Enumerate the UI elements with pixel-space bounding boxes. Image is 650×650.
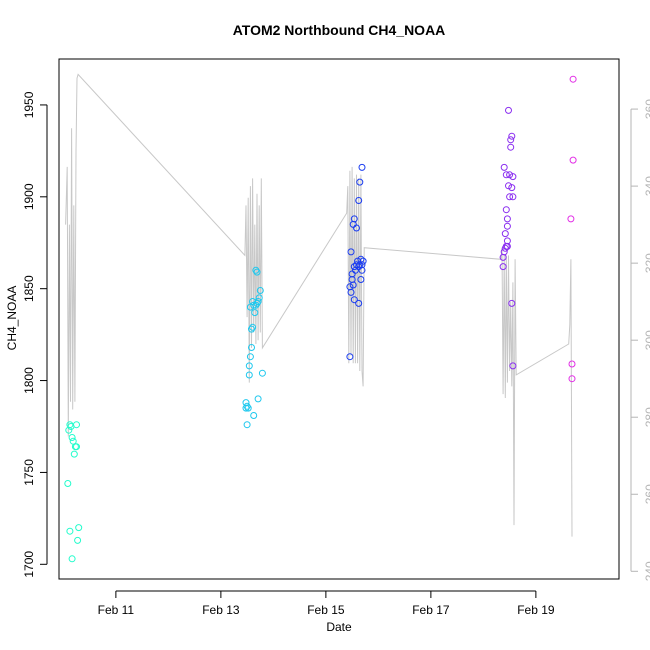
x-tick-label: Feb 13 [202,603,240,617]
data-point [245,362,253,370]
x-tick-label: Feb 19 [517,603,555,617]
data-point [358,163,366,171]
data-point [502,206,510,214]
plot-frame [58,58,620,580]
data-point [66,527,74,535]
data-point [346,353,354,361]
data-point [508,132,516,140]
data-point [255,294,263,302]
data-point [64,480,72,487]
data-point [568,375,576,383]
data-point [68,555,76,563]
secondary-series-line [65,73,573,537]
data-point [243,402,251,410]
y-tick-label: 1800 [22,367,36,394]
data-point [349,220,357,228]
y2-tick-label: 240 [643,561,650,581]
data-point [71,443,79,451]
y-tick-label: 1700 [22,551,36,578]
data-point [507,136,515,144]
data-point [508,184,516,192]
data-point [353,224,360,232]
data-point [249,323,257,331]
data-point [350,215,358,223]
y2-tick-label: 300 [643,330,650,350]
secondary-series-layer [65,73,573,537]
data-point [503,222,511,230]
data-point [250,412,258,419]
data-point [68,434,76,441]
x-tick-label: Feb 17 [412,603,450,617]
y-tick-label: 1900 [22,183,36,210]
data-point [502,171,510,179]
data-point [509,362,517,370]
y-tick-label: 1850 [22,275,36,302]
data-point [507,143,515,151]
data-point [569,75,577,83]
data-point [250,301,258,309]
data-point [251,309,259,317]
data-point [74,536,82,544]
data-point [506,193,514,201]
data-point [509,173,517,181]
data-point [258,369,266,377]
y-tick-label: 1950 [22,91,36,118]
data-point [356,178,364,186]
data-point [256,287,264,294]
y-tick-label: 1750 [22,459,36,486]
data-point [568,360,576,368]
data-point [254,298,262,305]
data-point [347,288,355,296]
data-point [506,171,514,179]
data-point [248,325,255,333]
chart-title: ATOM2 Northbound CH4_NOAA [233,22,446,38]
y2-tick-label: 260 [643,484,650,504]
data-point [357,276,365,283]
data-point [248,344,255,351]
data-point [349,281,357,289]
data-point [73,421,80,429]
data-point [501,230,509,238]
data-point [245,371,253,379]
data-point [359,257,367,265]
data-point [567,215,575,223]
data-point [508,299,516,307]
data-point [358,266,366,274]
x-tick-label: Feb 11 [98,603,135,617]
y2-tick-label: 280 [643,407,650,427]
y2-tick-label: 340 [643,176,650,196]
data-point [503,215,511,223]
points-layer [64,75,577,563]
data-point [243,421,251,429]
data-point [347,248,355,256]
x-tick-label: Feb 15 [307,603,345,617]
data-point [252,266,260,274]
data-point [246,353,254,361]
y-axis-label: CH4_NOAA [5,286,19,351]
data-point [503,242,511,250]
data-point [75,524,83,532]
axes-layer: Feb 11 Feb 13 Feb 15 Feb 17 Feb 19 1700 1750 18… [22,91,650,617]
data-point [355,299,363,307]
data-point [509,193,517,201]
data-point [505,182,512,190]
data-point [350,296,358,304]
data-point [252,301,260,309]
data-point [244,404,252,412]
y2-tick-label: 360 [643,99,650,119]
y2-tick-label: 320 [643,253,650,273]
data-point [499,263,507,271]
data-point [505,106,512,114]
data-point [355,197,363,204]
data-point [569,156,577,164]
data-point [66,421,74,429]
data-point [70,450,78,458]
data-point [254,395,262,403]
data-point [253,268,261,276]
x-axis-label: Date [326,620,352,634]
data-point [500,163,508,171]
